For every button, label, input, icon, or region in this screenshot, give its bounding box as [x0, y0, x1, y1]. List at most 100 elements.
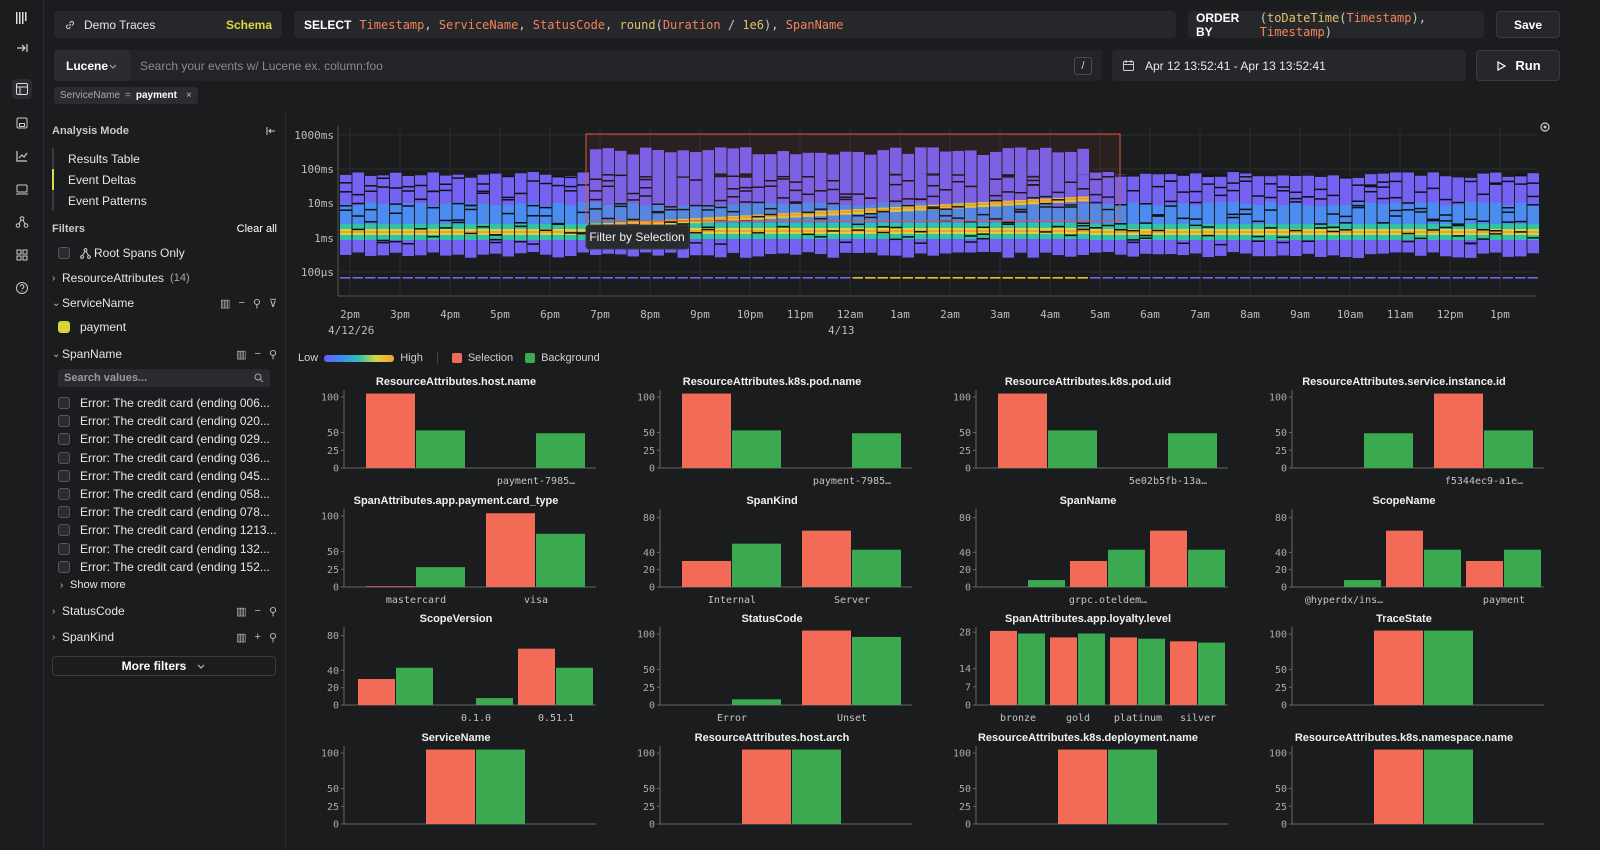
pin-icon[interactable]: ⚲ — [268, 348, 277, 361]
selection-bar[interactable] — [426, 749, 475, 824]
background-bar[interactable] — [1188, 549, 1225, 587]
background-bar[interactable] — [476, 698, 513, 705]
delta-chart[interactable]: 0 25 50 100 TraceState — [1254, 613, 1554, 731]
facet-status-code[interactable]: › StatusCode ▥ − ⚲ — [52, 603, 277, 619]
filter-chip[interactable]: ServiceName = payment × — [54, 87, 198, 104]
delta-chart[interactable]: 0 25 50 100 5e02b5fb-13a… ResourceAttributes.… — [938, 376, 1238, 494]
latency-heatmap[interactable]: 1000ms 100ms 10ms 1ms 100µs 2pm 3pm 4pm 5pm 6pm 7p… — [286, 112, 1600, 347]
span-name-checkbox[interactable] — [58, 433, 70, 446]
facet-span-name[interactable]: ⌄ SpanName ▥ − ⚲ — [52, 346, 277, 362]
span-name-checkbox[interactable] — [58, 506, 70, 519]
span-name-value-row[interactable]: Error: The credit card (ending 1213... — [52, 521, 277, 539]
selection-bar[interactable] — [742, 749, 791, 824]
date-range-picker[interactable]: Apr 12 13:52:41 - Apr 13 13:52:41 — [1112, 50, 1466, 81]
background-bar[interactable] — [1168, 433, 1217, 468]
background-bar[interactable] — [732, 699, 781, 705]
span-name-value-row[interactable]: Error: The credit card (ending 058... — [52, 485, 277, 503]
span-name-value-row[interactable]: Error: The credit card (ending 029... — [52, 430, 277, 448]
background-bar[interactable] — [1138, 638, 1165, 705]
background-bar[interactable] — [732, 430, 781, 468]
span-name-checkbox[interactable] — [58, 397, 70, 409]
query-language-select[interactable]: Lucene — [54, 50, 130, 81]
delta-chart[interactable]: 0 25 50 100 ResourceAttributes.k8s.namespace… — [1254, 732, 1554, 850]
background-bar[interactable] — [1344, 579, 1381, 587]
delta-chart[interactable]: 0 25 50 100 ResourceAttributes.host.arch — [622, 732, 922, 850]
selection-bar[interactable] — [802, 530, 851, 587]
help-icon[interactable] — [12, 278, 32, 298]
span-name-search[interactable] — [58, 369, 270, 387]
more-filters-button[interactable]: More filters — [52, 656, 276, 676]
background-bar[interactable] — [1424, 749, 1473, 824]
selection-bar[interactable] — [486, 512, 535, 587]
selection-bar[interactable] — [1374, 630, 1423, 705]
span-name-checkbox[interactable] — [58, 524, 70, 537]
background-bar[interactable] — [1078, 633, 1105, 706]
background-bar[interactable] — [1198, 642, 1225, 705]
pin-icon[interactable]: ⚲ — [252, 297, 261, 310]
facet-service-name[interactable]: ⌄ ServiceName ▥ − ⚲ ⊽ — [52, 295, 277, 311]
delta-chart[interactable]: 0 25 50 100 ServiceName — [306, 732, 606, 850]
selection-bar[interactable] — [990, 630, 1017, 705]
hyperdx-logo-icon[interactable] — [12, 8, 32, 28]
selection-bar[interactable] — [1466, 560, 1503, 587]
selection-bar[interactable] — [366, 393, 415, 468]
background-bar[interactable] — [536, 533, 585, 587]
delta-chart[interactable]: 0 25 50 100 Error Unset StatusCode — [622, 613, 922, 731]
selection-bar[interactable] — [1070, 560, 1107, 587]
table-icon[interactable] — [12, 79, 32, 99]
span-name-value-row[interactable]: Error: The credit card (ending 078... — [52, 503, 277, 521]
plus-icon[interactable]: + — [254, 630, 261, 643]
bar-chart-icon[interactable]: ▥ — [236, 348, 247, 361]
span-name-checkbox[interactable] — [58, 542, 70, 555]
monitor-icon[interactable] — [12, 179, 32, 199]
root-spans-toggle[interactable]: Root Spans Only — [52, 245, 277, 261]
mode-event-patterns[interactable]: Event Patterns — [52, 190, 252, 211]
services-icon[interactable] — [12, 212, 32, 232]
close-icon[interactable]: × — [186, 90, 192, 101]
delta-chart[interactable]: 0 25 50 100 ResourceAttributes.k8s.deploymen… — [938, 732, 1238, 850]
service-name-value-row[interactable]: payment — [52, 318, 277, 336]
background-bar[interactable] — [1018, 633, 1045, 706]
collapse-sidebar-icon[interactable] — [265, 125, 277, 137]
bar-chart-icon[interactable]: ▥ — [220, 297, 231, 310]
delta-chart[interactable]: 0 7 14 28 bronze gold platinum silver SpanAttrib… — [938, 613, 1238, 731]
selection-bar[interactable] — [1110, 637, 1137, 705]
selection-bar[interactable] — [1170, 641, 1197, 705]
chart-icon[interactable] — [12, 146, 32, 166]
save-icon[interactable] — [12, 113, 32, 133]
background-bar[interactable] — [732, 543, 781, 587]
delta-chart[interactable]: 0 20 40 80 @hyperdx/ins… payment ScopeName — [1254, 495, 1554, 613]
mode-event-deltas[interactable]: Event Deltas — [52, 169, 252, 190]
background-bar[interactable] — [1028, 579, 1065, 587]
minus-icon[interactable]: − — [254, 347, 261, 360]
background-bar[interactable] — [852, 549, 901, 587]
clear-all-link[interactable]: Clear all — [236, 223, 277, 235]
mode-results-table[interactable]: Results Table — [52, 148, 252, 169]
background-bar[interactable] — [1048, 430, 1097, 468]
span-name-value-row[interactable]: Error: The credit card (ending 152... — [52, 558, 277, 576]
delta-chart[interactable]: 0 25 50 100 payment-7985… ResourceAttributes.… — [622, 376, 922, 494]
bar-chart-icon[interactable]: ▥ — [236, 605, 247, 618]
bar-chart-icon[interactable]: ▥ — [236, 631, 247, 644]
background-bar[interactable] — [476, 749, 525, 824]
selection-bar[interactable] — [998, 393, 1047, 468]
orderby-input[interactable]: ORDER BY (toDateTime(Timestamp), Timesta… — [1188, 11, 1484, 39]
span-name-search-input[interactable] — [64, 372, 254, 384]
delta-chart[interactable]: 0 20 40 80 0.1.0 0.51.1 ScopeVersion — [306, 613, 606, 731]
background-bar[interactable] — [1364, 433, 1413, 468]
background-bar[interactable] — [1424, 630, 1473, 705]
delta-chart[interactable]: 0 20 40 80 Internal Server SpanKind — [622, 495, 922, 613]
selection-bar[interactable] — [518, 648, 555, 705]
background-bar[interactable] — [416, 430, 465, 468]
gear-icon[interactable] — [1540, 122, 1550, 132]
span-name-checkbox[interactable] — [58, 488, 70, 500]
background-bar[interactable] — [1504, 549, 1541, 587]
selection-bar[interactable] — [1374, 749, 1423, 824]
span-name-value-row[interactable]: Error: The credit card (ending 020... — [52, 412, 277, 430]
background-bar[interactable] — [396, 667, 433, 705]
delta-chart[interactable]: 0 25 50 100 f5344ec9-a1e… ResourceAttributes.… — [1254, 376, 1554, 494]
selection-bar[interactable] — [1386, 530, 1423, 587]
span-name-checkbox[interactable] — [58, 560, 70, 573]
service-name-payment-checkbox[interactable] — [58, 321, 70, 333]
delta-chart[interactable]: 0 25 50 100 payment-7985… ResourceAttributes.… — [306, 376, 606, 494]
